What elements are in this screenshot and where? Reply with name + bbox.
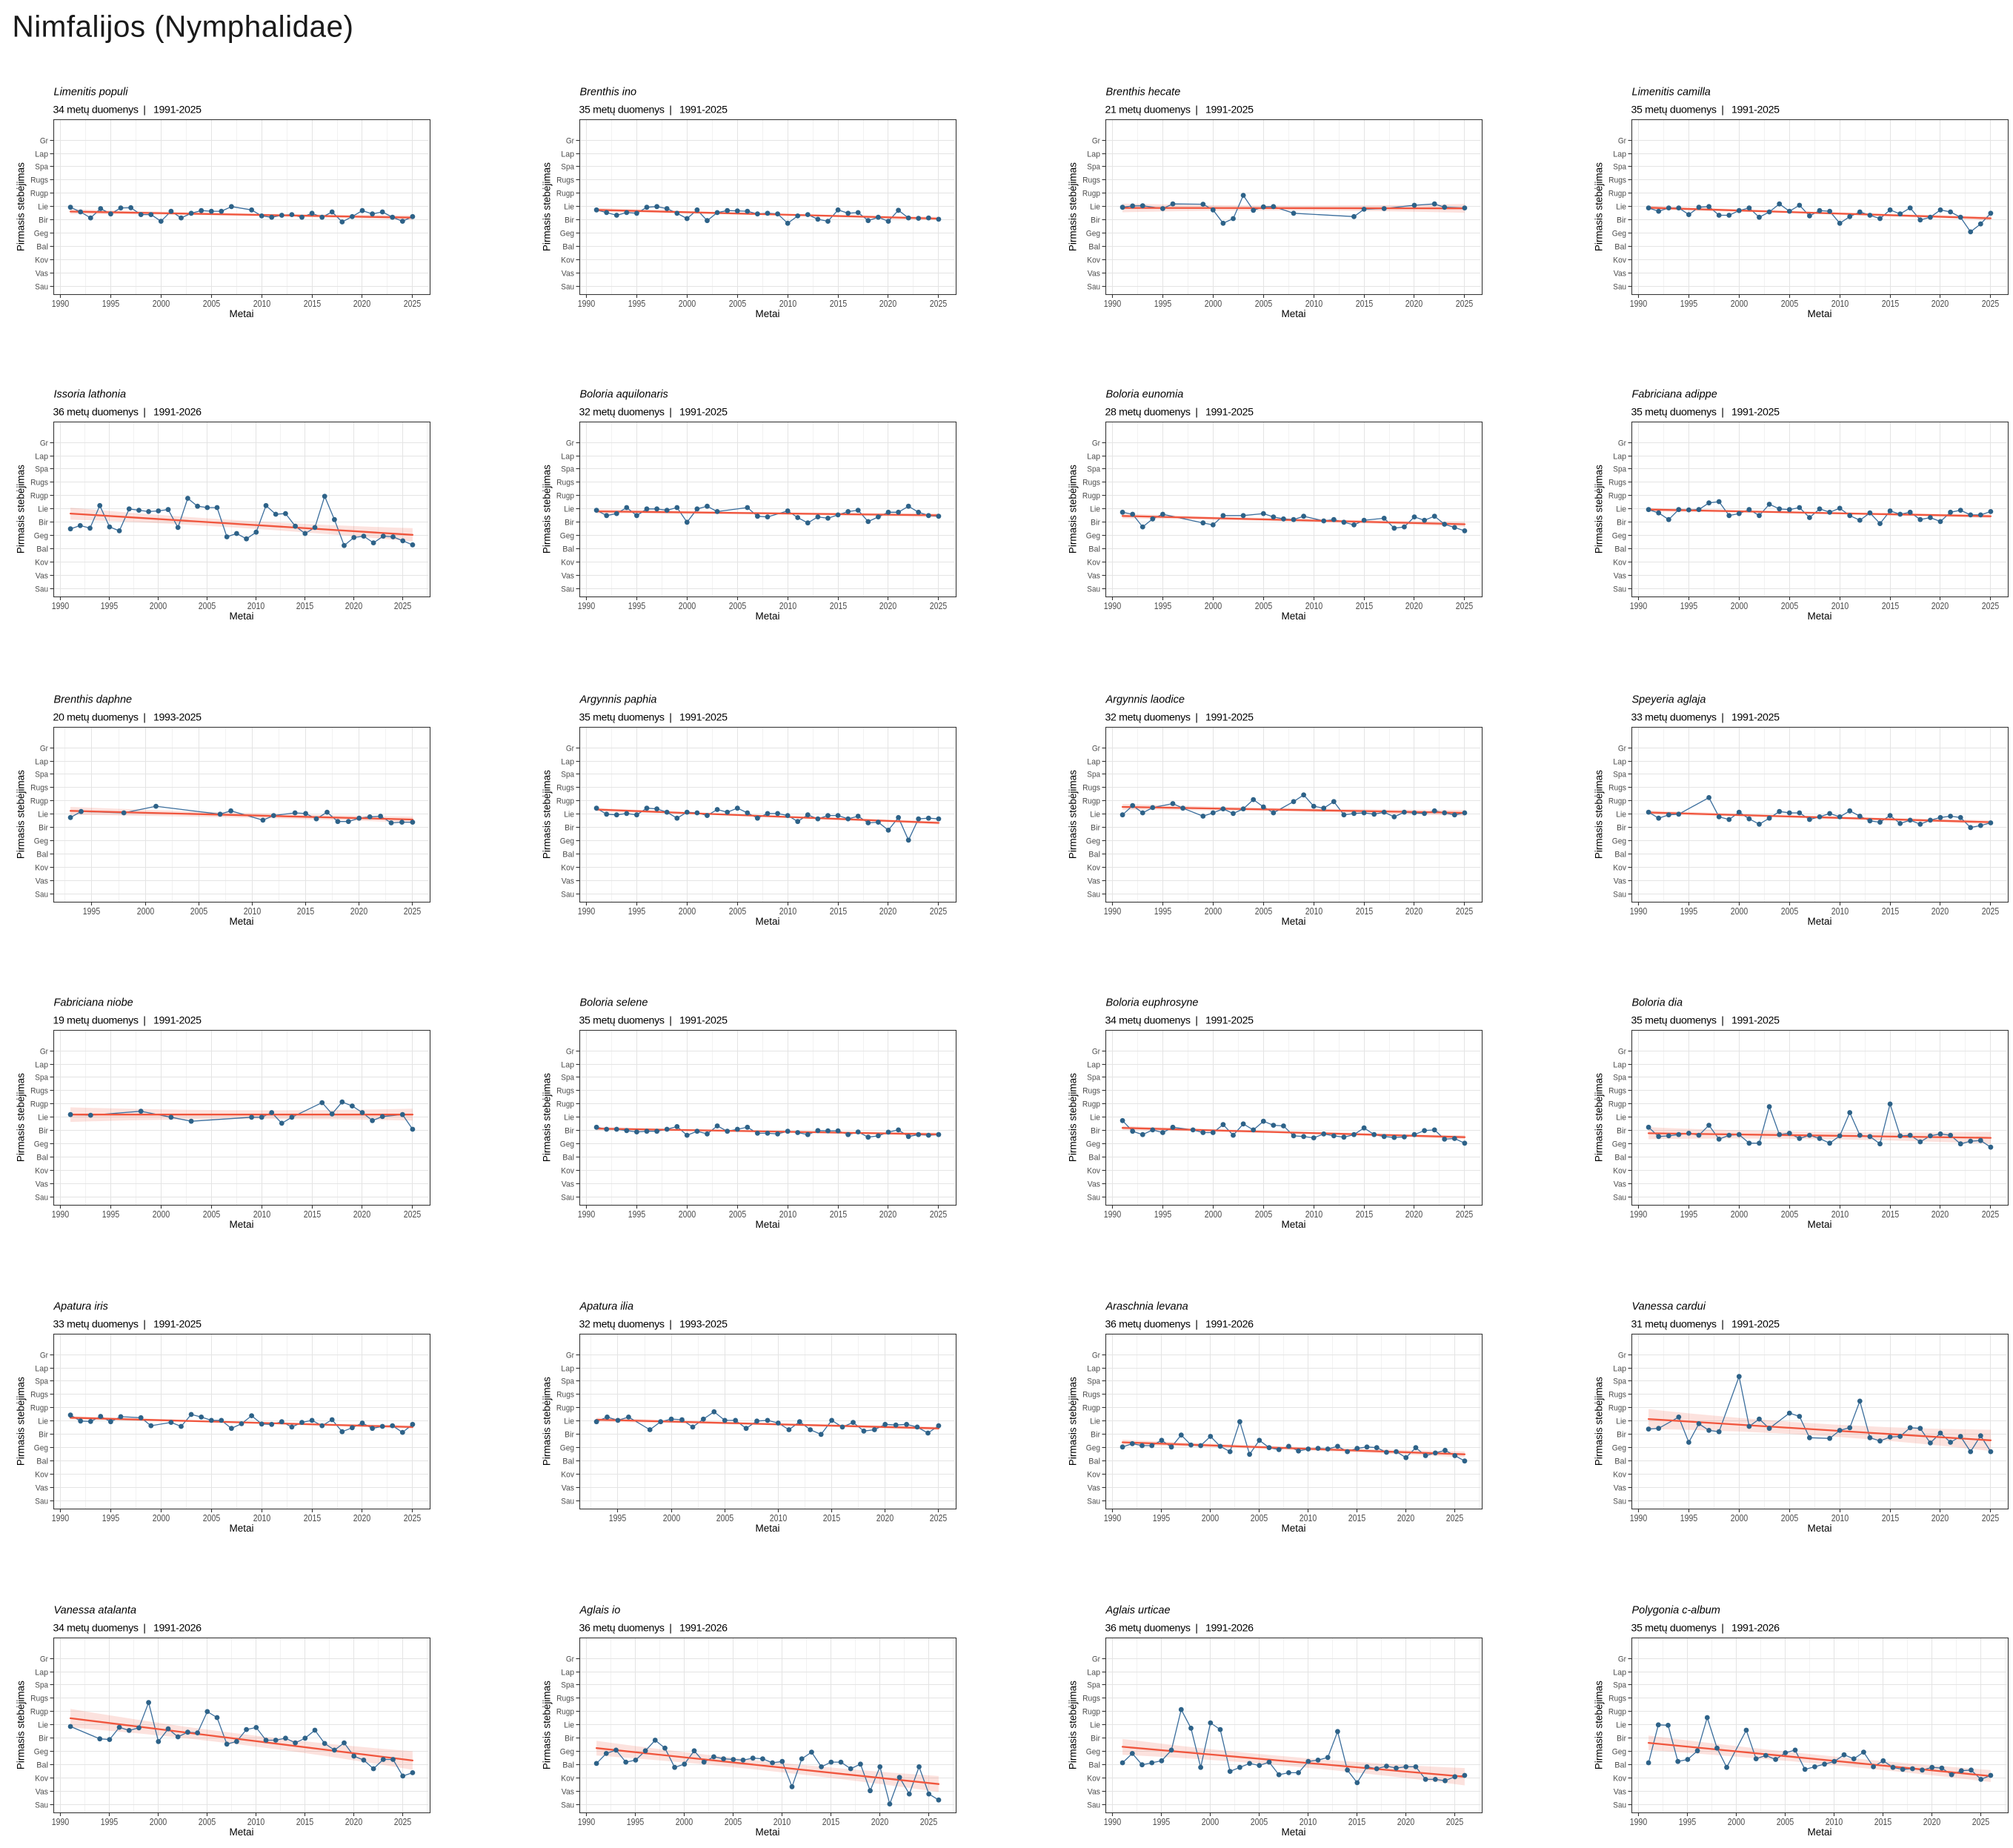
svg-text:Boloria dia: Boloria dia: [1632, 997, 1683, 1008]
svg-text:Boloria eunomia: Boloria eunomia: [1106, 388, 1184, 400]
svg-text:Brenthis ino: Brenthis ino: [580, 86, 637, 98]
svg-text:35 metų duomenys | 1991-2025: 35 metų duomenys | 1991-2025: [579, 104, 728, 116]
svg-text:Brenthis daphne: Brenthis daphne: [54, 694, 133, 705]
svg-text:33 metų duomenys | 1991-2025: 33 metų duomenys | 1991-2025: [1631, 712, 1780, 724]
svg-text:Argynnis paphia: Argynnis paphia: [579, 694, 657, 705]
svg-text:32 metų duomenys | 1991-2025: 32 metų duomenys | 1991-2025: [579, 407, 728, 419]
svg-text:34 metų duomenys | 1991-2025: 34 metų duomenys | 1991-2025: [1105, 1015, 1254, 1027]
svg-text:Aglais urticae: Aglais urticae: [1105, 1604, 1171, 1616]
svg-text:35 metų duomenys | 1991-2025: 35 metų duomenys | 1991-2025: [579, 1015, 728, 1027]
svg-text:Araschnia levana: Araschnia levana: [1105, 1300, 1188, 1312]
svg-text:35 metų duomenys | 1991-2026: 35 metų duomenys | 1991-2026: [1631, 1623, 1780, 1635]
svg-text:36 metų duomenys | 1991-2026: 36 metų duomenys | 1991-2026: [1105, 1319, 1254, 1331]
svg-text:Vanessa atalanta: Vanessa atalanta: [54, 1604, 137, 1616]
svg-text:Argynnis laodice: Argynnis laodice: [1105, 694, 1185, 705]
svg-text:Boloria euphrosyne: Boloria euphrosyne: [1106, 997, 1199, 1008]
svg-text:35 metų duomenys | 1991-2025: 35 metų duomenys | 1991-2025: [1631, 1015, 1780, 1027]
svg-text:Aglais io: Aglais io: [579, 1604, 621, 1616]
svg-text:32 metų duomenys | 1991-2025: 32 metų duomenys | 1991-2025: [1105, 712, 1254, 724]
svg-text:Speyeria aglaja: Speyeria aglaja: [1632, 694, 1706, 705]
svg-text:36 metų duomenys | 1991-2026: 36 metų duomenys | 1991-2026: [579, 1623, 728, 1635]
svg-text:Issoria lathonia: Issoria lathonia: [54, 388, 127, 400]
svg-text:Boloria aquilonaris: Boloria aquilonaris: [580, 388, 668, 400]
svg-text:Vanessa cardui: Vanessa cardui: [1632, 1300, 1706, 1312]
svg-text:34 metų duomenys | 1991-2026: 34 metų duomenys | 1991-2026: [53, 1623, 202, 1635]
svg-text:28 metų duomenys | 1991-2025: 28 metų duomenys | 1991-2025: [1105, 407, 1254, 419]
svg-text:35 metų duomenys | 1991-2025: 35 metų duomenys | 1991-2025: [579, 712, 728, 724]
svg-text:Nimfalijos (Nymphalidae): Nimfalijos (Nymphalidae): [13, 10, 354, 44]
svg-text:Limenitis populi: Limenitis populi: [54, 86, 129, 98]
svg-text:31 metų duomenys | 1991-2025: 31 metų duomenys | 1991-2025: [1631, 1319, 1780, 1331]
svg-text:34 metų duomenys | 1991-2025: 34 metų duomenys | 1991-2025: [53, 104, 202, 116]
svg-text:Brenthis hecate: Brenthis hecate: [1106, 86, 1181, 98]
svg-text:21 metų duomenys | 1991-2025: 21 metų duomenys | 1991-2025: [1105, 104, 1254, 116]
svg-text:Boloria selene: Boloria selene: [580, 997, 648, 1008]
svg-text:20 metų duomenys | 1993-2025: 20 metų duomenys | 1993-2025: [53, 712, 202, 724]
svg-text:19 metų duomenys | 1991-2025: 19 metų duomenys | 1991-2025: [53, 1015, 202, 1027]
svg-text:35 metų duomenys | 1991-2025: 35 metų duomenys | 1991-2025: [1631, 104, 1780, 116]
svg-text:Apatura ilia: Apatura ilia: [579, 1300, 634, 1312]
svg-text:33 metų duomenys | 1991-2025: 33 metų duomenys | 1991-2025: [53, 1319, 202, 1331]
svg-text:36 metų duomenys | 1991-2026: 36 metų duomenys | 1991-2026: [53, 407, 202, 419]
svg-text:35 metų duomenys | 1991-2025: 35 metų duomenys | 1991-2025: [1631, 407, 1780, 419]
svg-text:32 metų duomenys | 1993-2025: 32 metų duomenys | 1993-2025: [579, 1319, 728, 1331]
svg-text:Apatura iris: Apatura iris: [53, 1300, 108, 1312]
svg-text:Polygonia c-album: Polygonia c-album: [1632, 1604, 1720, 1616]
svg-text:Fabriciana adippe: Fabriciana adippe: [1632, 388, 1717, 400]
svg-text:Fabriciana niobe: Fabriciana niobe: [54, 997, 133, 1008]
svg-text:36 metų duomenys | 1991-2026: 36 metų duomenys | 1991-2026: [1105, 1623, 1254, 1635]
svg-text:Limenitis camilla: Limenitis camilla: [1632, 86, 1711, 98]
